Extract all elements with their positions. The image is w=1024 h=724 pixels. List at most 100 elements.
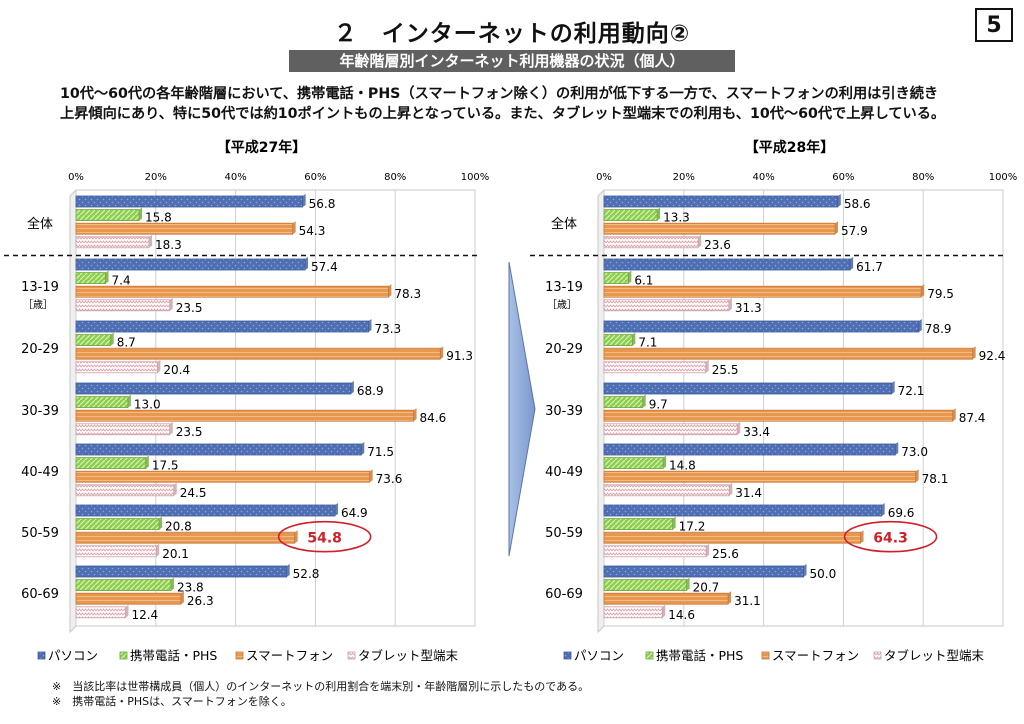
x-tick-label: 20%: [145, 172, 167, 183]
bar-mobile: [75, 518, 160, 530]
bar-end-mobile: [139, 207, 143, 221]
value-label: 78.9: [925, 322, 952, 336]
bar-end-pc: [837, 194, 841, 207]
bar-end-smartphone: [413, 408, 417, 422]
legend-label-smartphone: スマートフォン: [772, 648, 859, 663]
bar-pc: [603, 320, 920, 333]
bar-tablet: [603, 545, 707, 558]
footnotes: ※ 当該比率は世帯構成員（個人）のインターネットの利用割合を端末別・年齢階層別に…: [52, 679, 589, 709]
category-label: 50-59: [545, 526, 583, 541]
value-label: 31.1: [734, 594, 761, 608]
bar-end-smartphone: [972, 346, 976, 360]
bar-end-mobile: [632, 332, 636, 346]
value-label: 54.3: [299, 224, 326, 238]
bar-end-mobile: [110, 332, 114, 346]
value-label: 6.1: [634, 274, 653, 288]
bar-end-tablet: [169, 297, 173, 311]
bar-end-pc: [891, 381, 895, 394]
highlight-circle: [277, 520, 372, 553]
description-line-1: 10代～60代の各年齢階層において、携帯電話・PHS（スマートフォン除く）の利用…: [60, 86, 939, 102]
value-label: 58.6: [844, 197, 871, 211]
value-label: 31.4: [735, 486, 762, 500]
bar-tablet: [603, 361, 707, 374]
bar-smartphone: [603, 531, 861, 544]
bar-pc: [75, 504, 336, 517]
value-label: 73.6: [376, 472, 403, 486]
bar-tablet: [75, 361, 158, 374]
bar-end-pc: [350, 381, 354, 394]
bar-mobile: [75, 396, 129, 409]
bar-mobile: [603, 457, 664, 470]
value-label: 84.6: [420, 411, 447, 425]
bar-end-smartphone: [952, 408, 956, 422]
bar-end-pc: [918, 319, 922, 332]
bar-end-mobile: [642, 394, 646, 408]
value-label: 79.5: [927, 287, 954, 301]
bar-smartphone: [603, 470, 917, 483]
bar-tablet: [75, 423, 171, 436]
bar-mobile: [603, 272, 629, 285]
bar-end-mobile: [663, 455, 667, 469]
bar-mobile: [603, 334, 633, 347]
legend-label-tablet: タブレット型端末: [358, 648, 459, 663]
value-label: 26.3: [187, 594, 214, 608]
bar-tablet: [75, 484, 175, 497]
bar-end-mobile: [127, 394, 131, 408]
description: 10代～60代の各年齢階層において、携帯電話・PHS（スマートフォン除く）の利用…: [60, 84, 990, 124]
value-label: 20.4: [163, 363, 190, 377]
x-tick-label: 100%: [461, 172, 490, 183]
category-label: 30-39: [21, 404, 59, 419]
value-label: 69.6: [888, 506, 915, 520]
category-label: 50-59: [21, 526, 59, 541]
category-label: 13-19: [545, 280, 583, 295]
bar-mobile: [75, 579, 172, 591]
value-label: 56.8: [309, 197, 336, 211]
transition-arrow-icon: [508, 261, 536, 557]
bar-end-tablet: [662, 604, 666, 618]
x-tick-label: 0%: [596, 172, 612, 183]
value-label: 20.1: [162, 547, 189, 561]
value-label: 71.5: [367, 445, 394, 459]
value-label: 17.5: [152, 459, 179, 473]
x-tick-label: 80%: [384, 172, 406, 183]
bar-smartphone: [75, 409, 414, 422]
bar-pc: [75, 565, 288, 578]
bar-mobile: [603, 209, 658, 222]
bar-pc: [603, 565, 804, 578]
legend-label-smartphone: スマートフォン: [246, 648, 333, 663]
value-label: 64.9: [341, 506, 368, 520]
bar-end-pc: [368, 319, 372, 332]
value-label: 68.9: [357, 384, 384, 398]
legend-label-mobile: 携帯電話・PHS: [656, 648, 743, 663]
value-label: 18.3: [155, 238, 182, 252]
bar-tablet: [603, 606, 663, 619]
bar-end-smartphone: [915, 469, 919, 483]
bar-smartphone: [603, 347, 974, 360]
category-label: 20-29: [21, 342, 59, 357]
bar-pc: [75, 382, 352, 395]
page-subtitle: 年齢階層別インターネット利用機器の状況（個人）: [289, 50, 735, 72]
bar-end-pc: [302, 194, 306, 207]
value-label: 23.5: [176, 301, 203, 315]
chart-panel-1: 【平成27年】 0% 20% 40% 60% 80% 100% 全体 56.8 15.8 54.3 1…: [4, 139, 489, 663]
bar-end-smartphone: [921, 284, 925, 298]
value-label: 33.4: [743, 425, 770, 439]
value-label: 57.4: [311, 260, 338, 274]
x-tick-label: 60%: [832, 172, 854, 183]
bar-pc: [75, 320, 369, 333]
bar-tablet: [603, 484, 730, 497]
bar-mobile: [603, 396, 644, 409]
x-tick-label: 40%: [752, 172, 774, 183]
value-label: 23.5: [176, 425, 203, 439]
footnote-1: ※ 当該比率は世帯構成員（個人）のインターネットの利用割合を端末別・年齢階層別に…: [52, 680, 590, 693]
legend-swatch-tablet: [873, 651, 882, 660]
bar-mobile: [603, 579, 687, 591]
bar-end-tablet: [169, 421, 173, 435]
legend-label-pc: パソコン: [48, 648, 98, 663]
bar-mobile: [75, 334, 112, 347]
value-label: 72.1: [898, 384, 925, 398]
bar-end-tablet: [173, 482, 177, 496]
bar-smartphone: [603, 592, 729, 605]
plot-side-wall: [69, 189, 77, 634]
